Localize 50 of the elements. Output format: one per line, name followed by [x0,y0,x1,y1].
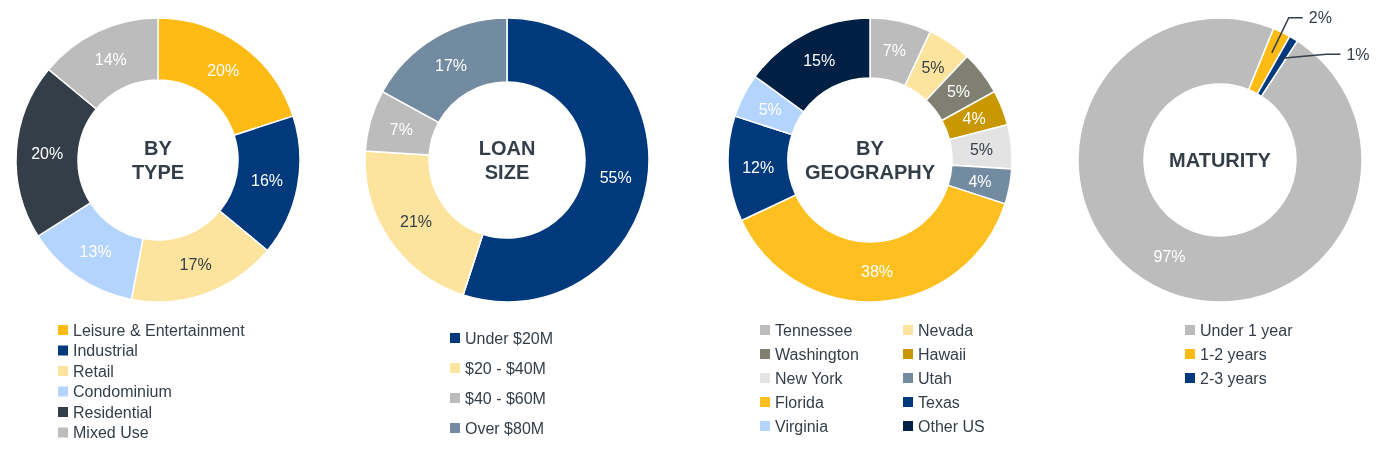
data-label: 17% [434,56,468,74]
text: BY GEOGRAPHY [804,137,936,183]
legend-label: $20 - $40M [465,359,546,377]
data-label: 5% [921,58,945,76]
data-label: 5% [758,100,782,118]
legend-label: Under 1 year [1200,321,1294,339]
legend-label: Leisure & Entertainment [73,321,246,339]
data-label: 16% [251,172,284,190]
legend-label: 1-2 years [1200,345,1267,363]
legend-label: Under $20M [465,329,554,347]
legend-label: Condominium [73,383,172,401]
data-label: 1% [1346,45,1370,63]
data-label: 15% [803,51,836,69]
data-label: 2% [1308,9,1332,27]
legend-label: Virginia [775,417,829,435]
legend-label: $40 - $60M [465,389,546,407]
data-label: 13% [79,243,112,261]
legend-label: Washington [775,345,859,363]
data-label: 21% [400,213,433,231]
data-label: 17% [179,256,212,274]
data-label: 20% [207,61,240,79]
data-label: 20% [31,144,64,162]
legend-label: Nevada [918,321,974,339]
legend-label: Residential [73,403,153,421]
text: MATURITY [1169,149,1272,171]
data-label: 4% [968,172,992,190]
legend-label: Retail [73,362,114,380]
data-label: 97% [1153,248,1186,266]
data-label: 7% [882,42,906,60]
data-label: 55% [599,168,632,186]
legend-label: Utah [918,369,952,387]
legend-label: 2-3 years [1200,369,1267,387]
data-label: 7% [389,120,413,138]
data-label: 14% [94,51,127,69]
data-label: 12% [742,158,775,176]
legend-label: Texas [918,393,960,411]
legend-label: Mixed Use [73,424,149,442]
legend-label: Over $80M [465,419,545,437]
legend-label: New York [775,369,844,387]
legend-label: Other US [918,417,985,435]
text: BY TYPE [131,137,185,183]
legend-label: Florida [775,393,825,411]
text: LOAN SIZE [478,137,536,183]
legend-label: Hawaii [918,345,967,363]
data-label: 5% [946,82,971,100]
data-label: 5% [969,141,994,159]
data-label: 38% [861,263,894,281]
legend-label: Industrial [73,342,138,360]
data-label: 4% [962,110,986,128]
legend-label: Tennessee [775,321,853,339]
